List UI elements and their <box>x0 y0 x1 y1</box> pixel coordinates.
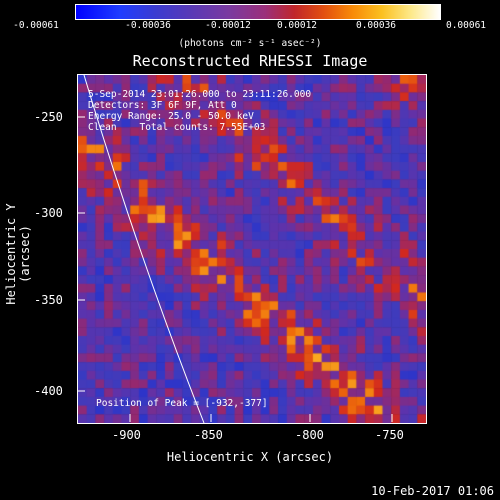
y-tick: -400 <box>34 384 63 398</box>
x-tick: -800 <box>295 428 324 442</box>
rhessi-image: 5-Sep-2014 23:01:26.000 to 23:11:26.000 … <box>77 74 427 424</box>
time-range: 5-Sep-2014 23:01:26.000 to 23:11:26.000 <box>88 89 312 100</box>
image-canvas <box>78 75 426 423</box>
timestamp: 10-Feb-2017 01:06 <box>371 484 494 498</box>
y-tick: -350 <box>34 293 63 307</box>
x-tick: -900 <box>112 428 141 442</box>
colorbar <box>75 4 441 20</box>
colorbar-tick: -0.00061 <box>13 20 59 31</box>
y-axis-label: Heliocentric Y (arcsec) <box>4 203 32 305</box>
plot-title: Reconstructed RHESSI Image <box>132 52 368 70</box>
x-tick: -850 <box>194 428 223 442</box>
colorbar-tick: 0.00012 <box>276 20 318 31</box>
colorbar-tick: -0.00012 <box>205 20 251 31</box>
colorbar-tick: -0.00036 <box>125 20 171 31</box>
colorbar-tick: 0.00061 <box>445 20 487 31</box>
y-tick: -300 <box>34 206 63 220</box>
y-tick: -250 <box>34 110 63 124</box>
peak-position: Position of Peak = [-932,-377] <box>96 398 268 409</box>
clean-counts: Clean Total counts: 7.55E+03 <box>88 122 266 133</box>
limb-line <box>83 75 205 423</box>
detectors: Detectors: 3F 6F 9F, Att 0 <box>88 100 237 111</box>
colorbar-units: (photons cm⁻² s⁻¹ asec⁻²) <box>178 38 322 49</box>
x-axis-label: Heliocentric X (arcsec) <box>166 450 334 464</box>
energy-range: Energy Range: 25.0 - 50.0 keV <box>88 111 254 122</box>
colorbar-tick: 0.00036 <box>355 20 397 31</box>
x-tick: -750 <box>375 428 404 442</box>
